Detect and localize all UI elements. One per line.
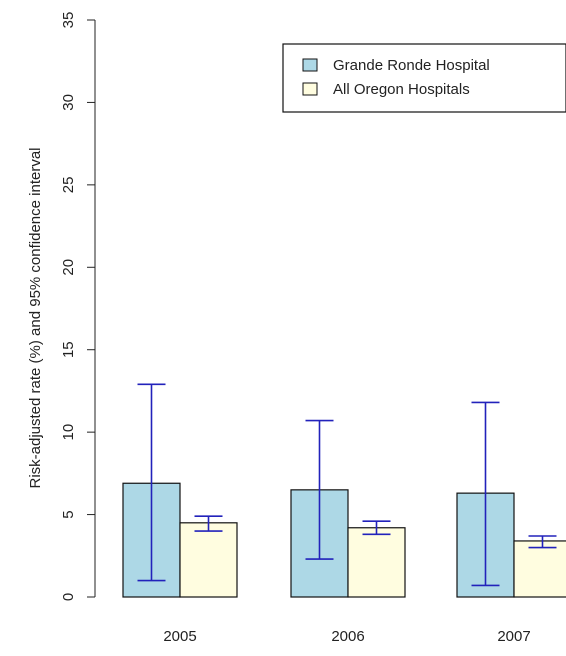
legend-label: All Oregon Hospitals <box>333 81 470 98</box>
error-bars <box>137 383 557 587</box>
y-axis: 0 5 10 15 20 25 30 35 <box>60 12 96 601</box>
legend-swatch <box>302 82 318 96</box>
y-tick-label: 30 <box>60 94 77 111</box>
legend-box <box>282 43 566 113</box>
y-tick-label: 20 <box>60 259 77 276</box>
x-axis-labels: 2005 2006 2007 <box>163 628 530 645</box>
bar-2006-all-oregon <box>347 527 406 598</box>
bar-2005-all-oregon <box>179 522 238 598</box>
y-tick-label: 5 <box>60 510 77 518</box>
x-tick-label: 2005 <box>163 628 196 645</box>
legend-label: Grande Ronde Hospital <box>333 57 490 74</box>
legend-swatch <box>302 58 318 72</box>
x-tick-label: 2006 <box>331 628 364 645</box>
bar-2007-all-oregon <box>513 540 566 598</box>
x-tick-label: 2007 <box>497 628 530 645</box>
y-tick-label: 35 <box>60 12 77 29</box>
bars <box>122 482 566 598</box>
y-tick-label: 15 <box>60 341 77 358</box>
y-axis-title: Risk-adjusted rate (%) and 95% confidenc… <box>27 147 44 488</box>
y-tick-label: 10 <box>60 424 77 441</box>
y-tick-label: 25 <box>60 177 77 194</box>
y-tick-label: 0 <box>60 593 77 601</box>
legend: Grande Ronde Hospital All Oregon Hospital… <box>282 43 566 113</box>
